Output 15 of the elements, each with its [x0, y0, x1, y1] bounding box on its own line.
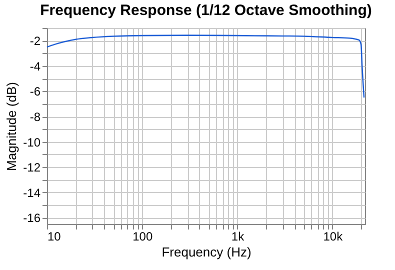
y-tick-label: -16: [23, 211, 41, 226]
x-tick-label: 10: [48, 230, 62, 244]
y-tick-label: -6: [30, 84, 41, 99]
y-tick-label: -12: [23, 160, 41, 175]
y-tick-label: -2: [30, 34, 41, 48]
x-tick-label: 100: [132, 230, 153, 244]
x-tick-label: 1k: [231, 230, 246, 244]
y-axis-title: Magnitude (dB): [4, 82, 20, 171]
x-tick-label: 10k: [323, 230, 344, 244]
y-tick-label: -8: [30, 110, 41, 124]
y-tick-label: -10: [23, 135, 41, 150]
y-tick-label: -14: [23, 186, 41, 200]
x-axis-title: Frequency (Hz): [162, 244, 252, 260]
chart-title: Frequency Response (1/12 Octave Smoothing): [40, 2, 372, 19]
y-tick-label: -4: [30, 59, 41, 74]
